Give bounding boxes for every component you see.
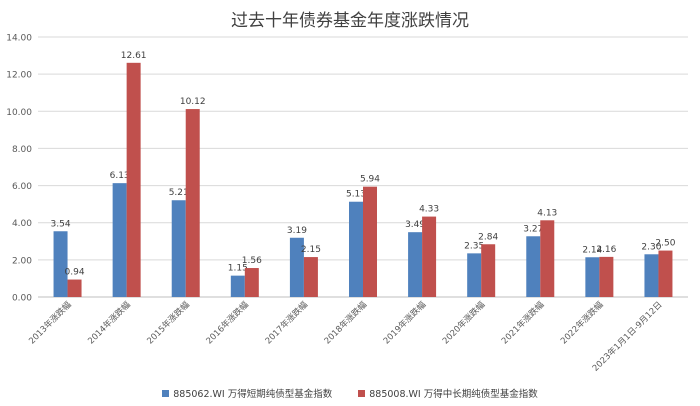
bar-long-term <box>363 186 377 297</box>
bar-short-term <box>644 254 659 297</box>
data-label: 2.30 <box>641 242 661 252</box>
bar-short-term <box>171 200 186 297</box>
bar-short-term <box>408 232 423 297</box>
data-label: 1.15 <box>228 264 248 274</box>
bar-long-term <box>303 257 318 297</box>
bar-long-term <box>658 250 673 297</box>
bar-long-term <box>185 109 200 297</box>
data-label: 10.12 <box>180 97 206 107</box>
data-label: 2.50 <box>655 239 675 249</box>
legend: 885062.WI 万得短期纯债型基金指数 885008.WI 万得中长期纯债型… <box>0 386 700 400</box>
x-tick-label: 2019年涨跌幅 <box>381 299 428 346</box>
data-label: 1.56 <box>242 256 262 266</box>
x-tick-label: 2017年涨跌幅 <box>263 299 310 346</box>
data-label: 4.13 <box>537 208 557 218</box>
x-tick-label: 2014年涨跌幅 <box>86 299 133 346</box>
data-label: 2.84 <box>478 232 498 242</box>
y-tick-label: 6.00 <box>12 182 32 192</box>
x-tick-label: 2016年涨跌幅 <box>204 299 251 346</box>
data-label: 2.16 <box>596 245 616 255</box>
y-tick-label: 2.00 <box>12 256 32 266</box>
bar-long-term <box>67 279 82 297</box>
data-label: 5.94 <box>360 175 380 185</box>
bar-short-term <box>526 236 541 297</box>
data-label: 2.35 <box>464 241 484 251</box>
y-tick-label: 10.00 <box>6 108 32 118</box>
legend-item-short-term: 885062.WI 万得短期纯债型基金指数 <box>162 386 332 400</box>
y-tick-label: 0.00 <box>12 294 32 304</box>
bar-short-term <box>53 231 68 297</box>
data-label: 12.61 <box>121 51 147 61</box>
bar-long-term <box>599 256 614 297</box>
y-tick-label: 12.00 <box>6 71 32 81</box>
data-label: 6.13 <box>110 171 130 181</box>
y-tick-label: 14.00 <box>6 34 32 44</box>
x-tick-label: 2015年涨跌幅 <box>145 299 192 346</box>
chart-title: 过去十年债券基金年度涨跌情况 <box>231 11 469 31</box>
bar-short-term <box>349 201 363 297</box>
y-tick-label: 4.00 <box>12 219 32 229</box>
data-label: 5.13 <box>346 190 366 200</box>
legend-swatch-long-term <box>358 389 366 397</box>
legend-item-long-term: 885008.WI 万得中长期纯债型基金指数 <box>358 386 538 400</box>
bar-long-term <box>422 216 437 297</box>
bar-long-term <box>126 62 141 297</box>
data-label: 2.15 <box>301 245 321 255</box>
bar-short-term <box>467 253 482 297</box>
bar-long-term <box>244 268 259 297</box>
data-label: 4.33 <box>419 205 439 215</box>
bar-long-term <box>540 220 555 297</box>
bar-short-term <box>585 257 600 297</box>
x-tick-label: 2020年涨跌幅 <box>440 299 487 346</box>
x-tick-label: 2022年涨跌幅 <box>558 299 605 346</box>
data-label: 0.94 <box>65 268 85 278</box>
bar-short-term <box>289 237 304 297</box>
y-tick-label: 8.00 <box>12 145 32 155</box>
data-label: 3.19 <box>287 226 307 236</box>
legend-label-short-term: 885062.WI 万得短期纯债型基金指数 <box>173 389 333 400</box>
bar-long-term <box>481 244 496 297</box>
data-label: 3.54 <box>51 219 71 229</box>
legend-swatch-short-term <box>162 389 170 397</box>
x-tick-label: 2013年涨跌幅 <box>27 299 74 346</box>
data-label: 3.27 <box>523 224 543 234</box>
x-tick-label: 2021年涨跌幅 <box>499 299 546 346</box>
legend-label-long-term: 885008.WI 万得中长期纯债型基金指数 <box>369 389 538 400</box>
data-label: 3.49 <box>405 220 425 230</box>
data-label: 5.21 <box>169 188 189 198</box>
data-label: 2.14 <box>582 245 602 255</box>
bar-short-term <box>112 183 127 297</box>
bar-short-term <box>230 275 245 297</box>
x-tick-label: 2018年涨跌幅 <box>322 299 369 346</box>
